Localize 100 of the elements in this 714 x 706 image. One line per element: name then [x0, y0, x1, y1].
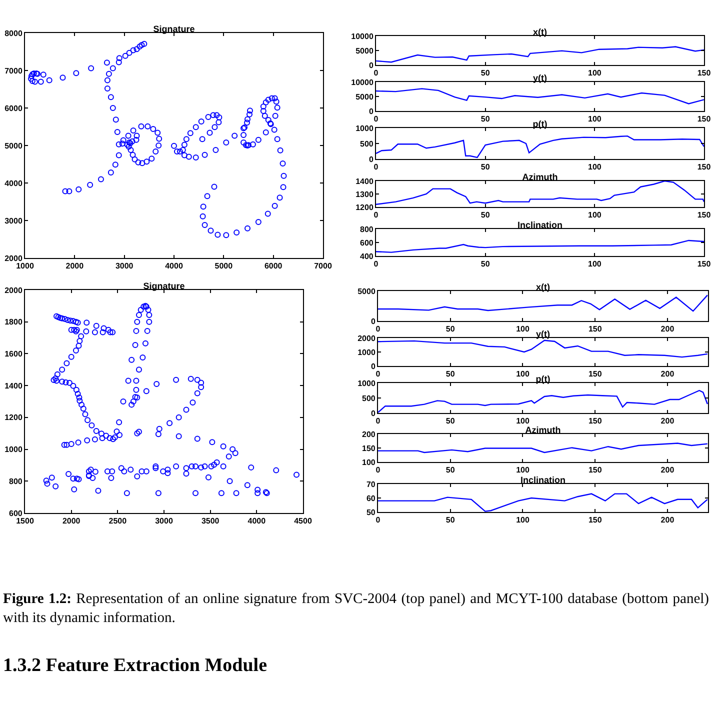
y-tick-label: 800 — [360, 224, 374, 234]
y-tick-label: 500 — [360, 139, 374, 148]
y-tick-label: 1400 — [356, 176, 374, 186]
y-tick-label: 2000 — [358, 334, 376, 343]
chart-title: Inclination — [518, 220, 562, 230]
x-tick-label: 50 — [446, 370, 456, 379]
y-tick-label: 0 — [368, 106, 374, 116]
y-tick-label: 0 — [368, 154, 374, 164]
caption: Figure 1.2: Representation of an online signature from SVC-2004 (top panel) and MCYT-100 database (bottom panel) with its dynamic information. — [3, 591, 710, 626]
y-tick-label: 1000 — [358, 348, 376, 357]
text: 1.3.2 Feature Extraction Module — [3, 655, 268, 677]
chart-title: Inclination — [520, 475, 566, 485]
x-tick-label: 200 — [660, 516, 675, 525]
y-tick-label: 5000 — [356, 92, 374, 102]
x-tick-label: 3000 — [155, 516, 174, 526]
x-tick-label: 100 — [516, 370, 530, 379]
x-tick-label: 50 — [480, 114, 490, 124]
x-tick-label: 150 — [588, 370, 602, 379]
x-tick-label: 100 — [588, 68, 602, 78]
x-tick-label: 50 — [480, 210, 490, 220]
x-tick-label: 100 — [588, 162, 602, 172]
y-tick-label: 1200 — [4, 413, 23, 422]
y-tick-label: 1200 — [356, 202, 374, 212]
x-tick-label: 4000 — [165, 262, 184, 271]
line-series — [378, 493, 708, 512]
x-tick-label: 100 — [516, 324, 530, 334]
y-tick-label: 70 — [366, 480, 376, 489]
y-tick-label: 800 — [9, 476, 23, 486]
x-tick-label: 3500 — [201, 516, 220, 526]
x-tick-label: 4000 — [248, 516, 266, 526]
x-tick-label: 100 — [588, 114, 602, 124]
x-tick-label: 150 — [697, 162, 712, 172]
x-tick-label: 100 — [588, 210, 602, 220]
chart-title: Signature — [143, 281, 185, 291]
line-series — [378, 340, 708, 358]
y-tick-label: 150 — [362, 444, 376, 453]
x-tick-label: 150 — [697, 114, 712, 124]
x-tick-label: 50 — [446, 516, 456, 525]
x-tick-label: 50 — [446, 416, 456, 426]
y-tick-label: 200 — [362, 430, 376, 439]
chart-title: Azimuth — [522, 172, 558, 182]
x-tick-label: 150 — [697, 210, 712, 220]
x-tick-label: 100 — [516, 466, 530, 475]
y-tick-label: 5000 — [358, 286, 376, 296]
line-series — [378, 442, 708, 454]
y-tick-label: 1300 — [356, 190, 374, 199]
x-tick-label: 6000 — [264, 262, 283, 271]
y-tick-label: 4000 — [4, 178, 23, 188]
x-tick-label: 150 — [588, 416, 602, 426]
y-tick-label: 2000 — [4, 254, 23, 263]
x-tick-label: 5000 — [214, 262, 234, 271]
x-tick-label: 100 — [516, 416, 530, 426]
x-tick-label: 200 — [660, 324, 675, 334]
x-tick-label: 50 — [446, 324, 456, 334]
y-tick-label: 0 — [370, 362, 376, 371]
y-tick-label: 60 — [366, 494, 376, 503]
x-tick-label: 2000 — [66, 262, 84, 271]
x-tick-label: 100 — [516, 516, 530, 525]
y-tick-label: 5000 — [356, 46, 374, 56]
y-tick-label: 500 — [362, 394, 376, 403]
line-series — [376, 181, 704, 205]
x-tick-label: 50 — [480, 68, 490, 78]
y-tick-label: 1600 — [4, 350, 23, 359]
line-series — [378, 390, 708, 413]
line-series — [376, 135, 704, 158]
x-tick-label: 150 — [588, 466, 602, 475]
y-tick-label: 2000 — [4, 286, 23, 295]
x-tick-label: 150 — [588, 324, 602, 334]
x-tick-label: 200 — [660, 416, 675, 426]
y-tick-label: 1400 — [4, 381, 23, 390]
y-tick-label: 0 — [370, 408, 376, 418]
x-tick-label: 150 — [588, 516, 602, 525]
x-tick-label: 50 — [446, 466, 456, 475]
y-tick-label: 1800 — [4, 318, 23, 327]
x-tick-label: 150 — [697, 260, 712, 269]
y-tick-label: 400 — [360, 252, 374, 261]
x-tick-label: 200 — [660, 370, 675, 379]
y-tick-label: 0 — [370, 316, 376, 326]
chart-title: Azimuth — [525, 425, 561, 435]
chart-title: Signature — [153, 24, 195, 34]
line-series — [376, 88, 704, 104]
y-tick-label: 1000 — [356, 124, 374, 133]
y-tick-label: 1000 — [358, 378, 376, 388]
y-tick-label: 600 — [9, 508, 23, 518]
y-tick-label: 6000 — [4, 104, 23, 113]
y-tick-label: 600 — [360, 238, 374, 248]
y-tick-label: 5000 — [4, 141, 23, 150]
x-tick-label: 4500 — [294, 516, 312, 526]
y-tick-label: 8000 — [4, 28, 23, 38]
y-tick-label: 100 — [362, 458, 376, 467]
y-tick-label: 0 — [368, 60, 374, 70]
x-tick-label: 50 — [480, 162, 490, 172]
x-tick-label: 150 — [697, 68, 712, 78]
y-tick-label: 10000 — [351, 78, 374, 87]
x-tick-label: 3000 — [115, 262, 134, 271]
x-tick-label: 200 — [660, 466, 675, 475]
x-tick-label: 2500 — [108, 516, 128, 526]
line-series — [378, 294, 708, 312]
y-tick-label: 1000 — [4, 445, 23, 454]
x-tick-label: 1000 — [16, 262, 34, 271]
